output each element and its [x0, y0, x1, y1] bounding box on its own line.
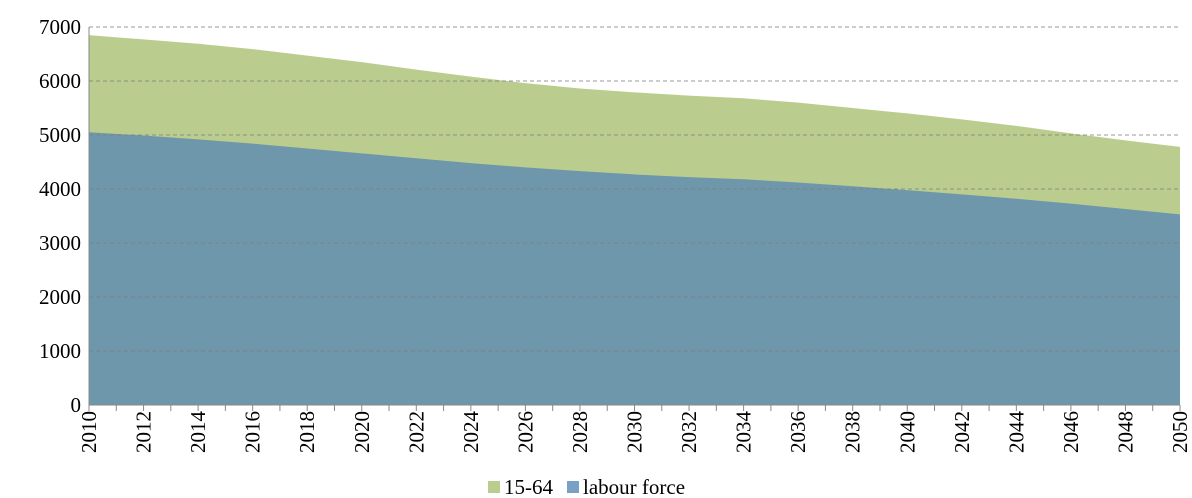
x-tick-label: 2048 — [1113, 411, 1137, 453]
x-tick-label: 2038 — [841, 411, 865, 453]
y-tick-label: 5000 — [39, 123, 81, 147]
legend-label: labour force — [583, 475, 685, 498]
y-tick-label: 6000 — [39, 69, 81, 93]
x-tick-label: 2034 — [732, 411, 756, 454]
x-tick-label: 2042 — [950, 411, 974, 453]
x-tick-label: 2020 — [350, 411, 374, 453]
x-tick-label: 2044 — [1004, 411, 1028, 454]
legend-swatch — [567, 481, 579, 493]
x-tick-label: 2022 — [404, 411, 428, 453]
x-tick-label: 2046 — [1059, 411, 1083, 453]
x-tick-label: 2030 — [623, 411, 647, 453]
x-tick-label: 2050 — [1168, 411, 1192, 453]
x-tick-label: 2026 — [513, 411, 537, 453]
legend-swatch — [488, 481, 500, 493]
area — [89, 132, 1180, 406]
y-tick-label: 4000 — [39, 177, 81, 201]
x-tick-label: 2014 — [186, 411, 210, 454]
x-tick-label: 2012 — [132, 411, 156, 453]
x-tick-label: 2032 — [677, 411, 701, 453]
x-tick-label: 2018 — [295, 411, 319, 453]
legend-label: 15-64 — [504, 475, 553, 498]
y-tick-label: 2000 — [39, 285, 81, 309]
y-tick-label: 0 — [71, 393, 82, 417]
x-tick-label: 2016 — [241, 411, 265, 453]
x-tick-label: 2010 — [77, 411, 101, 453]
y-tick-label: 7000 — [39, 15, 81, 39]
legend: 15-64 labour force — [488, 475, 685, 498]
x-tick-label: 2024 — [459, 411, 483, 454]
y-tick-label: 1000 — [39, 339, 81, 363]
y-tick-label: 3000 — [39, 231, 81, 255]
x-tick-label: 2028 — [568, 411, 592, 453]
x-tick-label: 2040 — [895, 411, 919, 453]
x-tick-label: 2036 — [786, 411, 810, 453]
